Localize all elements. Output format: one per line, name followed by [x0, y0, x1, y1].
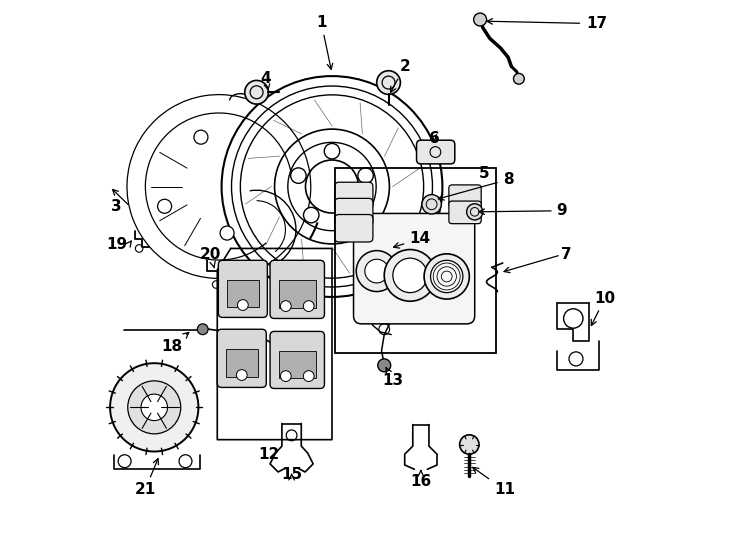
- Bar: [227, 280, 259, 307]
- Text: 17: 17: [586, 16, 608, 31]
- Circle shape: [179, 455, 192, 468]
- Text: 11: 11: [473, 468, 515, 497]
- Text: 15: 15: [281, 467, 302, 482]
- Circle shape: [356, 251, 397, 292]
- Text: 8: 8: [438, 172, 513, 200]
- Circle shape: [378, 359, 390, 372]
- Circle shape: [467, 204, 483, 220]
- Circle shape: [238, 300, 248, 310]
- Circle shape: [291, 168, 306, 183]
- Text: 7: 7: [561, 247, 572, 262]
- Bar: [335, 167, 496, 354]
- Text: 3: 3: [112, 199, 122, 214]
- Text: 6: 6: [429, 131, 440, 146]
- Circle shape: [303, 301, 314, 312]
- Circle shape: [118, 455, 131, 468]
- Text: 20: 20: [200, 247, 222, 268]
- Text: 12: 12: [258, 447, 280, 462]
- Circle shape: [473, 13, 487, 26]
- Circle shape: [280, 301, 291, 312]
- FancyBboxPatch shape: [217, 329, 266, 387]
- Circle shape: [110, 363, 198, 451]
- Circle shape: [459, 435, 479, 454]
- Circle shape: [280, 371, 291, 381]
- Bar: [279, 280, 316, 308]
- Circle shape: [303, 371, 314, 381]
- Circle shape: [358, 168, 374, 183]
- Text: 14: 14: [393, 231, 430, 248]
- Circle shape: [141, 394, 167, 421]
- FancyBboxPatch shape: [354, 213, 475, 324]
- FancyBboxPatch shape: [417, 140, 455, 164]
- Circle shape: [564, 309, 583, 328]
- Circle shape: [324, 144, 340, 159]
- FancyBboxPatch shape: [335, 182, 373, 210]
- Circle shape: [220, 226, 234, 240]
- Circle shape: [197, 324, 208, 335]
- FancyBboxPatch shape: [449, 201, 482, 224]
- Circle shape: [424, 254, 469, 299]
- Circle shape: [345, 207, 360, 223]
- Text: 19: 19: [106, 237, 127, 252]
- Circle shape: [431, 260, 463, 293]
- Text: 16: 16: [410, 470, 432, 489]
- Bar: [226, 349, 258, 376]
- Bar: [279, 351, 316, 377]
- FancyBboxPatch shape: [335, 198, 373, 226]
- Circle shape: [303, 207, 319, 223]
- FancyBboxPatch shape: [335, 214, 373, 242]
- Text: 18: 18: [161, 333, 189, 354]
- Circle shape: [244, 80, 269, 104]
- FancyBboxPatch shape: [270, 260, 324, 319]
- Circle shape: [377, 71, 400, 94]
- Circle shape: [194, 130, 208, 144]
- Text: 9: 9: [479, 203, 567, 218]
- Circle shape: [158, 199, 172, 213]
- Circle shape: [393, 258, 427, 293]
- Circle shape: [514, 73, 524, 84]
- Circle shape: [384, 249, 436, 301]
- Text: 1: 1: [316, 15, 333, 69]
- Text: 21: 21: [134, 458, 159, 497]
- Circle shape: [365, 259, 388, 283]
- Circle shape: [279, 362, 291, 375]
- Circle shape: [128, 381, 181, 434]
- Text: 5: 5: [479, 166, 490, 180]
- Text: 13: 13: [382, 368, 404, 388]
- Text: 2: 2: [390, 59, 410, 92]
- Text: 4: 4: [261, 71, 271, 90]
- Text: 10: 10: [592, 291, 616, 326]
- Circle shape: [569, 352, 583, 366]
- FancyBboxPatch shape: [449, 185, 482, 207]
- Circle shape: [236, 370, 247, 380]
- Circle shape: [422, 194, 441, 214]
- FancyBboxPatch shape: [270, 332, 324, 388]
- FancyBboxPatch shape: [218, 260, 267, 318]
